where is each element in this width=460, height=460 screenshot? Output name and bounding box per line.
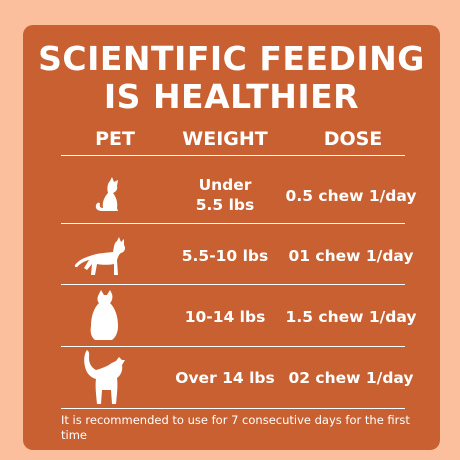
feeding-card: SCIENTIFIC FEEDING IS HEALTHIER PET WEIG… xyxy=(23,25,440,450)
row1-weight-line1: Under xyxy=(198,176,252,194)
footnote: It is recommended to use for 7 consecuti… xyxy=(61,413,410,442)
row2-weight: 5.5-10 lbs xyxy=(181,247,269,265)
row1-dose: 0.5 chew 1/day xyxy=(285,187,417,205)
header-dose: DOSE xyxy=(323,128,383,150)
cat-sitting-back-icon xyxy=(90,290,118,340)
title-line-1: SCIENTIFIC FEEDING xyxy=(38,39,425,78)
row-divider xyxy=(61,408,405,409)
row1-weight-line2: 5.5 lbs xyxy=(195,196,255,214)
row3-weight: 10-14 lbs xyxy=(184,308,266,326)
row2-dose: 01 chew 1/day xyxy=(288,247,414,265)
title-line-2: IS HEALTHIER xyxy=(103,77,360,116)
row-divider xyxy=(61,346,405,347)
row4-weight: Over 14 lbs xyxy=(175,369,275,387)
row4-dose: 02 chew 1/day xyxy=(288,369,414,387)
row-divider xyxy=(61,223,405,224)
cat-walking-icon xyxy=(74,237,125,275)
row3-dose: 1.5 chew 1/day xyxy=(285,308,417,326)
row-divider xyxy=(61,155,405,156)
header-weight: WEIGHT xyxy=(182,128,268,150)
row-divider xyxy=(61,284,405,285)
cat-sitting-small-icon xyxy=(95,177,118,211)
cat-standing-large-icon xyxy=(84,350,125,404)
header-pet: PET xyxy=(95,128,135,150)
